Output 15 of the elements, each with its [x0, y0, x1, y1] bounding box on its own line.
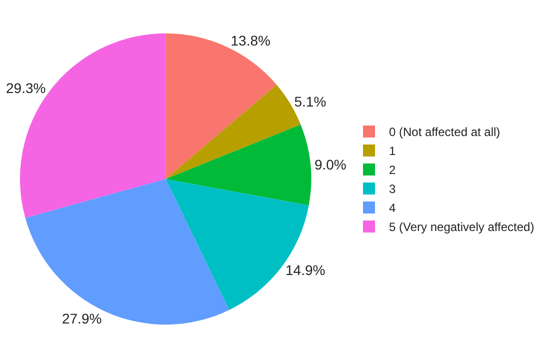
legend-label: 0 (Not affected at all)	[389, 125, 500, 140]
data-label: 5.1%	[294, 94, 326, 110]
data-label: 29.3%	[6, 80, 46, 96]
data-label: 13.8%	[230, 32, 270, 48]
legend-label: 3	[389, 182, 396, 196]
pie-slice	[166, 33, 277, 179]
legend-label: 5 (Very negatively affected)	[389, 220, 534, 234]
legend-label: 1	[389, 144, 396, 158]
legend-label: 4	[389, 201, 396, 216]
data-label: 9.0%	[314, 156, 346, 172]
data-label: 27.9%	[62, 310, 102, 326]
pie-slice	[25, 179, 230, 324]
data-label: 14.9%	[285, 262, 326, 278]
legend-label: 2	[389, 163, 396, 178]
pie-slice	[166, 124, 312, 206]
